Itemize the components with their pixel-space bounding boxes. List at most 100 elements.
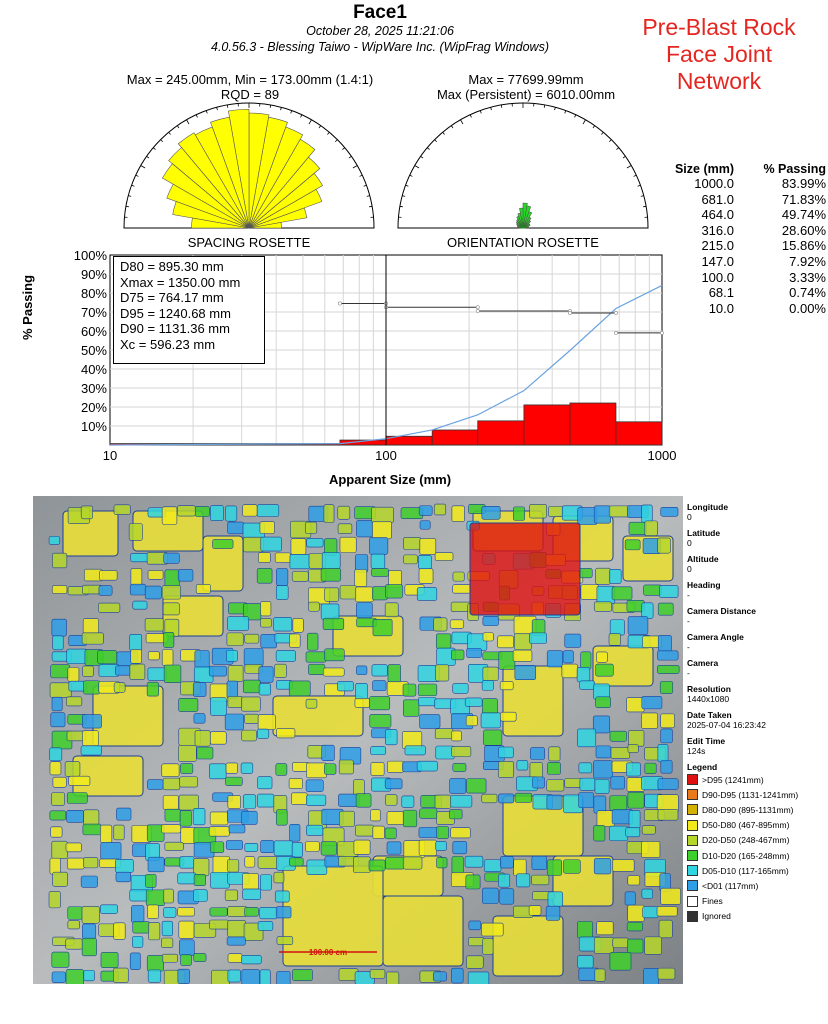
fragment-overlay: 100.00 cm — [33, 496, 683, 984]
meta-value: - — [687, 590, 690, 600]
orientation-rosette — [397, 102, 649, 229]
passing-cell: 7.92% — [789, 253, 826, 269]
histogram-bar — [569, 402, 617, 446]
legend-item: Ignored — [687, 909, 827, 924]
legend-item: D20-D50 (248-467mm) — [687, 833, 827, 848]
spacing-stats-rqd: RQD = 89 — [220, 87, 280, 102]
legend-label: Fines — [702, 896, 723, 907]
size-cell: 100.0 — [701, 269, 734, 285]
meta-label: Camera Distance — [687, 606, 756, 616]
orientation-stats-max: Max = 77699.99mm — [468, 72, 584, 87]
legend-label: D05-D10 (117-165mm) — [702, 865, 789, 876]
legend-item: D05-D10 (117-165mm) — [687, 863, 827, 878]
y-tick-label: 10% — [81, 419, 107, 434]
size-cell: 464.0 — [701, 207, 734, 223]
image-metadata-panel: Longitude 0 Latitude 0 Altitude 0 Heading - Came… — [687, 502, 827, 924]
statistics-box: D80 = 895.30 mm Xmax = 1350.00 mm D75 = … — [113, 256, 265, 364]
rock-face-image: 100.00 cm — [33, 496, 683, 984]
size-cell: 68.1 — [708, 285, 734, 301]
y-tick-label: 70% — [81, 305, 107, 320]
stat-d95: D95 = 1240.68 mm — [120, 305, 231, 321]
fragment-oversize — [469, 522, 581, 616]
legend-label: D50-D80 (467-895mm) — [702, 820, 790, 831]
passing-row: 147.0 7.92% — [664, 254, 826, 270]
size-cell: 147.0 — [701, 253, 734, 269]
passing-cell: 28.60% — [781, 222, 826, 238]
passing-row: 68.1 0.74% — [664, 285, 826, 301]
legend-swatch — [687, 865, 698, 877]
cumulative-passing-curve — [109, 284, 663, 446]
meta-label: Longitude — [687, 502, 729, 512]
size-distribution-chart: 10% 20% 30% 40% 50% 60% 70% 80% 90% 100% 10 100 1000 — [74, 248, 677, 463]
meta-value: 1440x1080 — [687, 694, 730, 704]
y-tick-label: 80% — [81, 286, 107, 301]
meta-value: - — [687, 642, 690, 652]
passing-row: 10.0 0.00% — [664, 301, 826, 317]
meta-label: Camera — [687, 658, 719, 668]
y-tick-label: 40% — [81, 362, 107, 377]
legend-swatch — [687, 850, 698, 862]
passing-row: 100.0 3.33% — [664, 270, 826, 286]
legend-title: Legend — [687, 762, 718, 772]
passing-header: % Passing — [763, 162, 826, 176]
passing-row: 1000.0 83.99% — [664, 176, 826, 192]
legend-swatch — [687, 789, 698, 801]
spacing-petal — [161, 163, 250, 229]
stat-xc: Xc = 596.23 mm — [120, 336, 216, 352]
report-title: Face1 — [353, 2, 407, 23]
passing-table: Size (mm) % Passing 1000.0 83.99% 681.0 71.… — [664, 162, 826, 316]
spacing-rosette-label: SPACING ROSETTE — [188, 235, 311, 250]
meta-label: Camera Angle — [687, 632, 744, 642]
histogram-bar — [615, 421, 663, 446]
passing-cell: 83.99% — [781, 176, 826, 191]
legend-item: D80-D90 (895-1131mm) — [687, 802, 827, 817]
legend-label: D10-D20 (165-248mm) — [702, 850, 790, 861]
meta-value: - — [687, 616, 690, 626]
annotation-text: Pre-Blast Rock Face Joint Network — [612, 14, 826, 95]
y-tick-label: 100% — [74, 248, 108, 263]
size-cell: 215.0 — [701, 238, 734, 254]
spacing-petal — [210, 116, 250, 229]
passing-cell: 0.00% — [789, 300, 826, 316]
legend-item: D90-D95 (1131-1241mm) — [687, 787, 827, 802]
histogram-bar — [523, 404, 571, 446]
fragment-large — [202, 535, 244, 592]
annotation-line: Pre-Blast Rock — [642, 14, 796, 40]
spacing-petal — [168, 147, 250, 229]
legend-label: Ignored — [702, 911, 731, 922]
spacing-rosette — [123, 102, 375, 229]
passing-row: 215.0 15.86% — [664, 238, 826, 254]
y-tick-label: 20% — [81, 400, 107, 415]
legend-label: D80-D90 (895-1131mm) — [702, 804, 794, 815]
meta-value: 0 — [687, 564, 692, 574]
report-date: October 28, 2025 11:21:06 — [306, 24, 454, 38]
meta-value: 0 — [687, 538, 692, 548]
y-tick-label: 90% — [81, 267, 107, 282]
meta-label: Resolution — [687, 684, 731, 694]
passing-cell: 0.74% — [789, 285, 826, 301]
meta-label: Heading — [687, 580, 721, 590]
legend-swatch — [687, 804, 698, 816]
size-cell: 10.0 — [708, 300, 734, 316]
meta-label: Edit Time — [687, 736, 726, 746]
x-tick-label: 100 — [375, 448, 397, 463]
spacing-stats-max-min: Max = 245.00mm, Min = 173.00mm (1.4:1) — [126, 72, 374, 87]
scale-bar-label: 100.00 cm — [309, 948, 347, 957]
legend-label: >D95 (1241mm) — [702, 774, 764, 785]
spacing-petal — [166, 183, 250, 229]
histogram-bar — [431, 429, 479, 446]
legend-item: <D01 (117mm) — [687, 878, 827, 893]
annotation-line: Network — [676, 68, 762, 94]
legend-label: D20-D50 (248-467mm) — [702, 835, 790, 846]
legend-item: D50-D80 (467-895mm) — [687, 818, 827, 833]
legend-swatch — [687, 774, 698, 786]
stat-xmax: Xmax = 1350.00 mm — [120, 274, 241, 290]
legend-label: D90-D95 (1131-1241mm) — [702, 789, 799, 800]
passing-row: 316.0 28.60% — [664, 223, 826, 239]
passing-cell: 71.83% — [781, 191, 826, 207]
spacing-petal — [177, 132, 250, 229]
meta-label: Latitude — [687, 528, 721, 538]
meta-value: 124s — [687, 746, 706, 756]
y-tick-label: 50% — [81, 343, 107, 358]
fragment-large — [492, 915, 564, 977]
